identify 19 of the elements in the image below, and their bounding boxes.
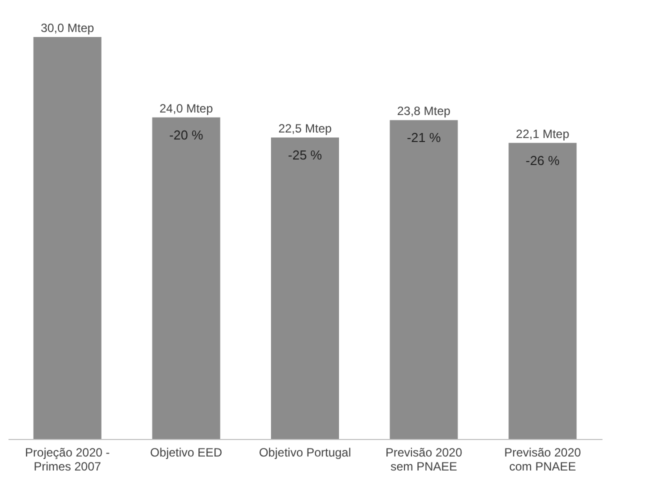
bar (271, 138, 339, 439)
annotation: -21 % (406, 130, 442, 146)
data-label: 24,0 Mtep (160, 101, 214, 116)
bar (390, 120, 458, 439)
data-label: 22,1 Mtep (516, 126, 570, 141)
annotation: -25 % (288, 148, 322, 162)
x-tick-label: Objetivo EED (150, 446, 223, 460)
bar (33, 37, 102, 439)
x-tick-label: Previsão 2020 sem PNAEE (385, 446, 462, 474)
x-tick-label: Projeção 2020 - Primes 2007 (25, 446, 110, 474)
data-label: 22,5 Mtep (278, 122, 332, 136)
x-tick-label: Previsão 2020 com PNAEE (504, 446, 582, 474)
bar (152, 117, 220, 439)
annotation: -20 % (169, 127, 204, 142)
annotation: -26 % (526, 152, 560, 168)
x-tick-label: Objetivo Portugal (258, 446, 352, 460)
bar (508, 142, 577, 439)
data-label: 23,8 Mtep (397, 104, 451, 118)
data-label: 30,0 Mtep (40, 21, 94, 35)
